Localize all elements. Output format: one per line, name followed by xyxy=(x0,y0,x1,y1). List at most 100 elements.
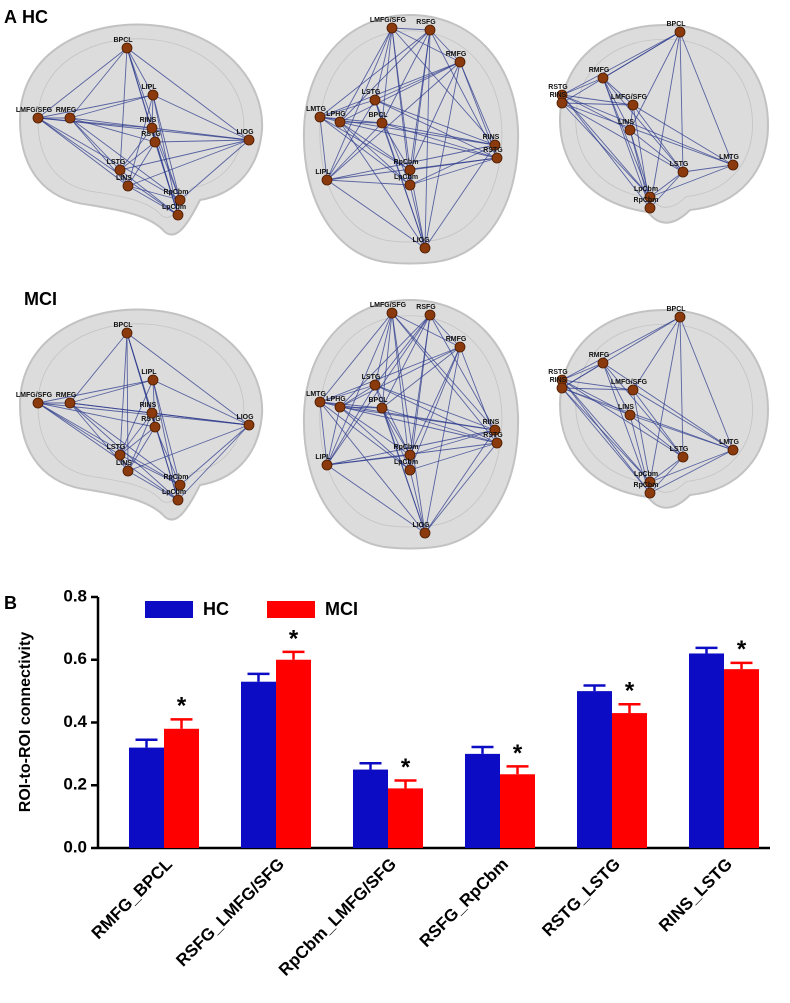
roi-node xyxy=(121,327,133,339)
connection xyxy=(69,117,153,129)
connection xyxy=(632,104,734,166)
brain-row: BPCLLIPLRMFGRSTGRINSLMFG/SFGLIOGLSTGLINS… xyxy=(16,13,770,265)
connection xyxy=(561,387,651,494)
connection xyxy=(126,332,129,472)
connection xyxy=(602,362,651,494)
connection xyxy=(326,179,426,249)
roi-node xyxy=(674,26,686,38)
bar xyxy=(276,659,311,848)
roi-node xyxy=(386,307,398,319)
brain-outline xyxy=(18,23,264,236)
node-label: LMFG/SFG xyxy=(16,107,53,114)
y-tick-label: 0.6 xyxy=(63,649,87,668)
bar xyxy=(689,653,724,848)
connection xyxy=(374,312,393,386)
connection xyxy=(561,102,734,166)
node-label: RpCbm xyxy=(164,189,189,196)
roi-node xyxy=(644,191,656,203)
connection xyxy=(319,401,383,409)
node-label: LIPL xyxy=(141,369,157,376)
node-label: RpCbm xyxy=(634,197,659,204)
connection xyxy=(319,99,376,118)
roi-node xyxy=(454,341,466,353)
roi-node xyxy=(334,401,346,413)
node-label: RSTG xyxy=(548,84,568,91)
connection xyxy=(339,121,383,124)
node-label: LIPL xyxy=(315,454,331,461)
connection xyxy=(339,121,411,186)
node-label: RSTG xyxy=(548,369,568,376)
connection xyxy=(561,94,651,209)
connection xyxy=(649,456,684,483)
connection xyxy=(319,312,393,403)
connection xyxy=(319,116,411,186)
connection xyxy=(602,77,684,173)
connection xyxy=(391,27,496,146)
connection xyxy=(649,449,734,483)
connection xyxy=(326,314,431,466)
connection xyxy=(649,456,684,494)
y-tick-label: 0.0 xyxy=(63,837,87,856)
roi-node xyxy=(146,407,158,419)
connection xyxy=(424,61,461,249)
brain-sulcus xyxy=(319,30,503,243)
node-label: LpCbm xyxy=(162,204,186,211)
connection xyxy=(326,122,383,181)
y-axis-title: ROI-to-ROI connectivity xyxy=(17,632,34,813)
node-label: BPCL xyxy=(113,37,133,44)
node-label: LMFG/SFG xyxy=(370,302,407,309)
connection xyxy=(391,312,461,348)
roi-node xyxy=(627,384,639,396)
connection xyxy=(561,94,631,131)
connection xyxy=(119,169,179,216)
connection xyxy=(326,312,393,466)
roi-node xyxy=(147,89,159,101)
connection xyxy=(69,117,121,171)
connection xyxy=(459,61,496,146)
connection xyxy=(424,442,498,534)
node-label: RMFG xyxy=(446,51,467,58)
connection xyxy=(69,332,128,404)
roi-node xyxy=(627,99,639,111)
connection xyxy=(632,389,651,483)
connection xyxy=(37,117,179,216)
connection xyxy=(381,407,411,471)
brain-sulcus xyxy=(37,38,245,218)
connection xyxy=(602,362,631,416)
connection xyxy=(409,346,461,456)
connection xyxy=(649,171,684,198)
connection xyxy=(679,31,684,173)
connection xyxy=(339,406,411,471)
connection xyxy=(409,442,498,471)
roi-node xyxy=(424,309,436,321)
significance-mark: * xyxy=(177,693,187,720)
connection xyxy=(127,426,156,472)
connection xyxy=(381,407,411,456)
connection xyxy=(152,379,181,486)
roi-node xyxy=(489,424,501,436)
connection xyxy=(127,424,250,472)
node-label: RINS xyxy=(140,402,157,409)
connection xyxy=(561,387,634,391)
connection xyxy=(326,27,393,181)
connection xyxy=(561,316,681,381)
connection xyxy=(119,379,154,456)
connection xyxy=(561,102,651,198)
connection xyxy=(391,27,431,31)
connection xyxy=(319,61,461,118)
node-label: BPCL xyxy=(113,322,133,329)
connection xyxy=(561,102,684,173)
connection xyxy=(152,379,156,428)
roi-node xyxy=(172,209,184,221)
connection xyxy=(374,61,461,101)
roi-node xyxy=(454,56,466,68)
connection xyxy=(561,387,651,483)
roi-node xyxy=(32,397,44,409)
connection xyxy=(339,346,461,408)
connection xyxy=(126,332,250,426)
node-label: LPHG xyxy=(326,111,346,118)
connection xyxy=(374,27,393,101)
connection xyxy=(602,77,634,106)
connection xyxy=(649,31,681,209)
node-label: RMFG xyxy=(589,67,610,74)
